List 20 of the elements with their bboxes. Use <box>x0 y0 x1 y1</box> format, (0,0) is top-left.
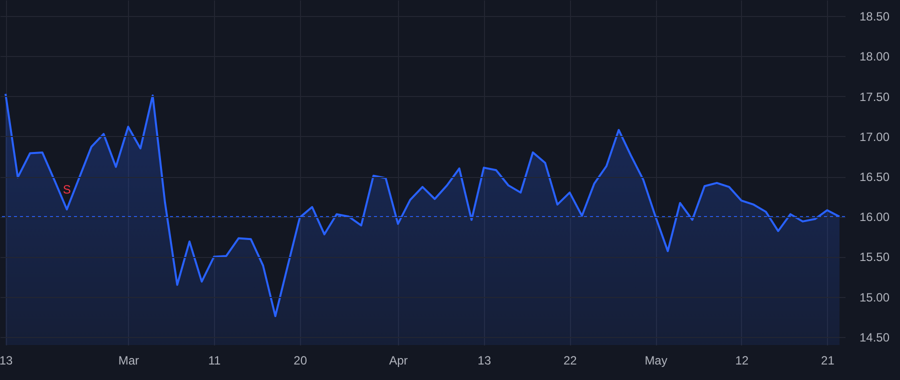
y-tick-label: 18.00 <box>860 50 890 64</box>
x-tick-label: Mar <box>118 354 139 368</box>
x-tick-label: 11 <box>208 354 222 368</box>
y-tick-label: 15.50 <box>860 250 890 264</box>
x-tick-label: 13 <box>0 354 14 368</box>
annotation: S <box>62 182 71 196</box>
x-tick-label: 12 <box>735 354 749 368</box>
x-tick-label: May <box>644 354 668 368</box>
y-tick-label: 17.00 <box>860 130 890 144</box>
x-tick-label: 13 <box>478 354 492 368</box>
y-tick-label: 18.50 <box>860 10 890 24</box>
y-tick-label: 14.50 <box>860 330 890 344</box>
x-tick-label: 22 <box>563 354 578 368</box>
y-tick-label: 16.00 <box>860 210 890 224</box>
x-tick-label: 21 <box>821 354 835 368</box>
y-tick-label: 17.50 <box>860 90 890 104</box>
x-tick-label: 20 <box>294 354 308 368</box>
y-tick-label: 15.00 <box>860 290 890 304</box>
y-tick-label: 16.50 <box>860 170 890 184</box>
x-tick-label: Apr <box>389 354 408 368</box>
